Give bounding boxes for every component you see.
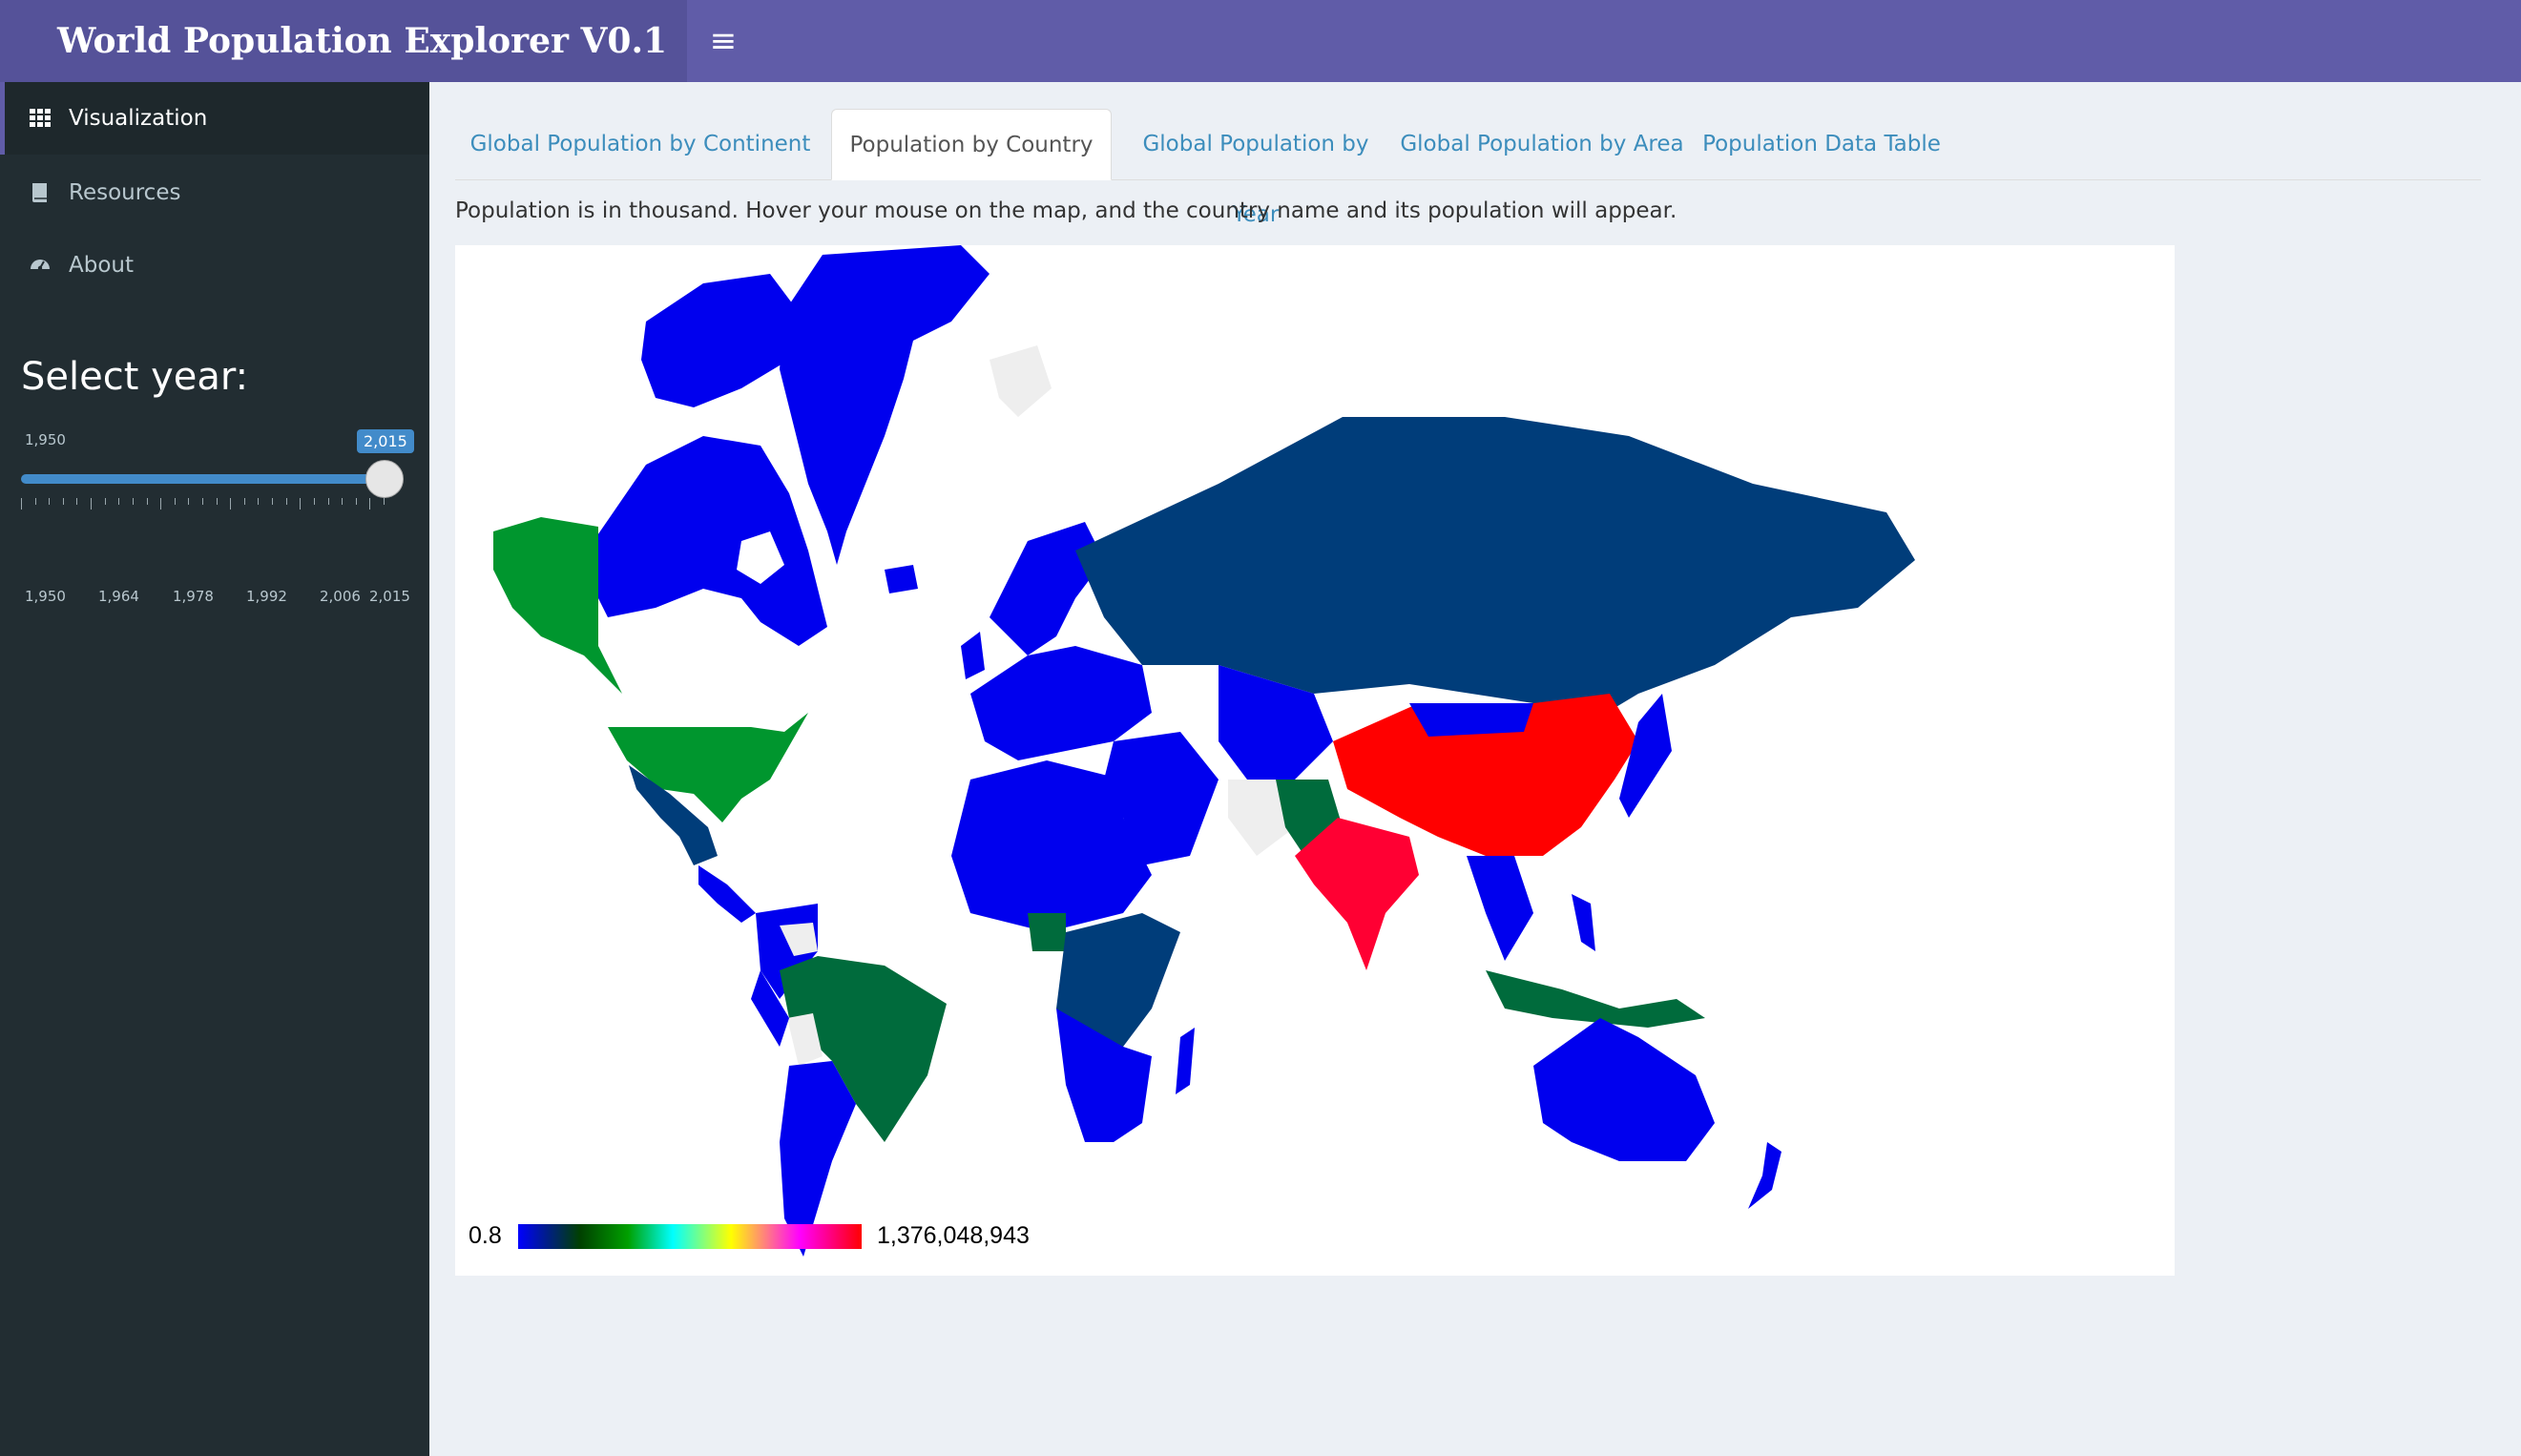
- country-canada-islands: [641, 274, 799, 407]
- slider-tick-label: 2,015: [369, 588, 410, 605]
- world-map-panel[interactable]: 0.8 1,376,048,943: [455, 245, 2175, 1276]
- slider-tick: [34, 498, 36, 505]
- country-central-america: [698, 865, 756, 923]
- slider-tick: [118, 498, 120, 505]
- country-indonesia: [1486, 970, 1705, 1028]
- slider-tick: [369, 498, 371, 510]
- country-bolivia-no-data: [787, 1013, 823, 1066]
- country-russia: [1075, 417, 1915, 722]
- sidebar-item-label: About: [69, 253, 135, 278]
- sidebar-item-visualization[interactable]: Visualization: [0, 82, 429, 155]
- tab-global-population-by-continent[interactable]: Global Population by Continent: [469, 132, 811, 156]
- country-usa: [608, 713, 808, 822]
- sidebar-toggle-button[interactable]: ≡: [709, 22, 738, 60]
- country-canada: [594, 436, 827, 646]
- country-mongolia: [1409, 703, 1533, 737]
- slider-tick: [230, 498, 232, 510]
- slider-tick: [49, 498, 51, 505]
- country-madagascar: [1176, 1028, 1195, 1094]
- country-peru: [751, 970, 789, 1047]
- slider-tick-label: 1,992: [246, 588, 287, 605]
- slider-tick: [272, 498, 274, 505]
- slider-tick: [174, 498, 176, 505]
- world-map[interactable]: [455, 245, 2175, 1276]
- map-instructions: Population is in thousand. Hover your mo…: [455, 198, 1677, 223]
- slider-tick: [62, 498, 64, 505]
- slider-tick: [258, 498, 260, 505]
- country-scandinavia: [990, 522, 1104, 655]
- app-title: World Population Explorer V0.1: [0, 0, 687, 82]
- country-middle-east: [1104, 732, 1219, 865]
- country-southern-africa: [1056, 1009, 1152, 1142]
- legend-color-scale: [518, 1224, 862, 1249]
- country-uk: [961, 632, 985, 679]
- country-central-asia: [1219, 665, 1333, 780]
- country-australia: [1533, 1018, 1715, 1161]
- slider-tick: [160, 498, 162, 510]
- country-iceland: [885, 565, 918, 593]
- country-nigeria: [1028, 913, 1066, 951]
- sidebar-item-resources[interactable]: Resources: [0, 156, 429, 229]
- country-china: [1333, 694, 1638, 856]
- year-slider-track[interactable]: [21, 474, 384, 484]
- country-svalbard-no-data: [990, 345, 1052, 417]
- slider-value-badge: 2,015: [357, 429, 414, 453]
- slider-tick: [132, 498, 134, 505]
- sidebar: Visualization Resources About Select yea…: [0, 82, 429, 1456]
- country-alaska: [493, 517, 622, 694]
- slider-tick: [188, 498, 190, 505]
- tab-bar: Global Population by Continent Populatio…: [455, 109, 2481, 227]
- slider-tick-label: 1,964: [98, 588, 139, 605]
- slider-tick: [146, 498, 148, 505]
- hudson-bay: [737, 531, 784, 584]
- tab-global-population-by-year[interactable]: Global Population by Year: [1142, 132, 1369, 227]
- tab-global-population-by-area[interactable]: Global Population by Area: [1400, 132, 1684, 156]
- sidebar-item-label: Resources: [69, 180, 181, 205]
- slider-tick: [91, 498, 93, 510]
- country-new-zealand: [1748, 1142, 1781, 1209]
- country-brazil: [780, 956, 947, 1142]
- country-argentina-chile: [780, 1061, 856, 1257]
- slider-tick: [76, 498, 78, 505]
- country-philippines: [1572, 894, 1595, 951]
- slider-tick: [104, 498, 106, 505]
- slider-tick: [300, 498, 302, 510]
- sidebar-item-label: Visualization: [69, 106, 208, 131]
- country-venezuela-no-data: [780, 923, 818, 956]
- country-iran-no-data: [1228, 780, 1295, 856]
- country-india: [1295, 818, 1419, 970]
- slider-tick-label: 1,978: [173, 588, 214, 605]
- country-north-africa: [951, 760, 1152, 932]
- slider-tick: [285, 498, 287, 505]
- slider-tick: [21, 498, 22, 510]
- book-icon: [32, 183, 47, 202]
- country-se-asia: [1467, 856, 1533, 961]
- year-select-label: Select year:: [21, 355, 249, 399]
- tab-population-data-table[interactable]: Population Data Table: [1702, 132, 1941, 156]
- slider-tick: [355, 498, 357, 505]
- dashboard-icon: [31, 260, 50, 271]
- slider-tick: [202, 498, 203, 505]
- slider-tick: [313, 498, 315, 505]
- year-slider-handle[interactable]: [365, 460, 404, 498]
- slider-tick: [216, 498, 218, 505]
- slider-tick: [243, 498, 245, 505]
- slider-tick: [342, 498, 344, 505]
- slider-min-label: 1,950: [25, 431, 66, 448]
- slider-tick-label: 2,006: [320, 588, 361, 605]
- grid-icon: [30, 109, 51, 127]
- legend-max-label: 1,376,048,943: [877, 1222, 1030, 1249]
- slider-ticks: [21, 498, 385, 511]
- slider-tick: [384, 498, 385, 505]
- country-greenland: [780, 245, 990, 565]
- sidebar-item-about[interactable]: About: [0, 229, 429, 302]
- country-europe: [970, 646, 1152, 760]
- slider-tick-label: 1,950: [25, 588, 66, 605]
- tab-population-by-country[interactable]: Population by Country: [831, 109, 1112, 180]
- legend-min-label: 0.8: [469, 1222, 502, 1249]
- app-header: World Population Explorer V0.1 ≡: [0, 0, 2521, 82]
- country-mexico: [629, 765, 718, 865]
- country-japan: [1619, 694, 1672, 818]
- slider-tick: [327, 498, 329, 505]
